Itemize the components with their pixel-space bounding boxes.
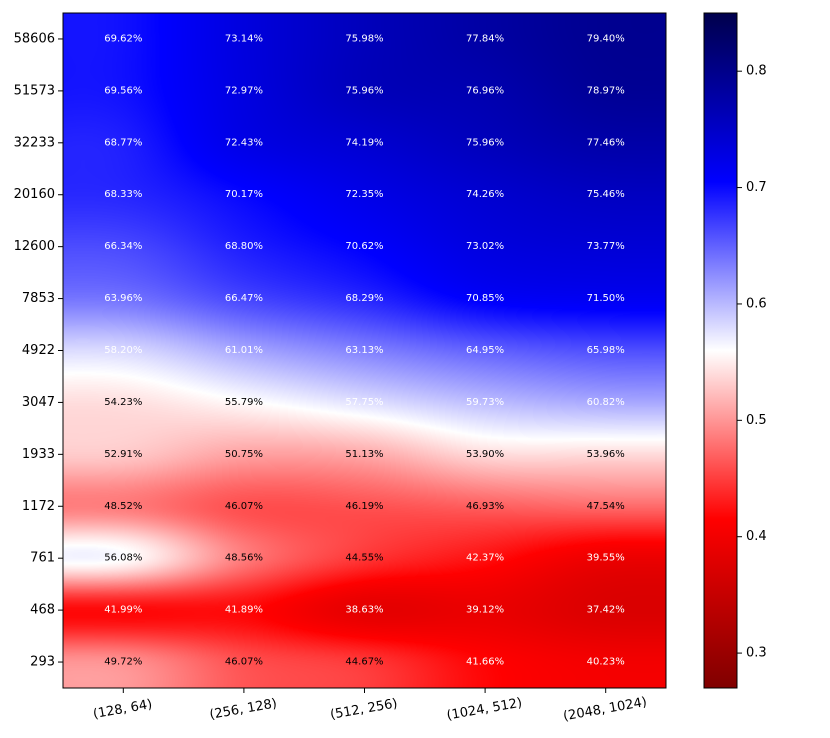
colorbar-tick-label: 0.5 [746,413,767,428]
cell-label: 51.13% [345,449,383,460]
cell-label: 74.19% [345,137,383,148]
cell-label: 77.84% [466,34,504,45]
y-tick-label: 468 [30,603,55,618]
cell-label: 54.23% [104,397,142,408]
colorbar-tick-label: 0.3 [746,646,767,661]
y-tick-label: 58606 [14,31,55,46]
cell-labels: 69.62% 73.14% 75.98% 77.84% 79.40% 69.56% 72.9… [104,34,625,668]
cell-label: 66.34% [104,241,142,252]
cell-label: 75.96% [466,137,504,148]
cell-label: 44.67% [345,657,383,668]
y-tick-label: 12600 [14,239,55,254]
cell-label: 75.96% [345,85,383,96]
cell-label: 38.63% [345,605,383,616]
colorbar-tick-label: 0.8 [746,64,767,79]
heatmap-surface [63,13,666,688]
colorbar-tick-label: 0.7 [746,180,767,195]
cell-label: 66.47% [225,293,263,304]
y-tick-label: 32233 [14,135,55,150]
y-tick-label: 293 [30,655,55,670]
cell-label: 72.97% [225,85,263,96]
cell-label: 70.85% [466,293,504,304]
cell-label: 46.07% [225,501,263,512]
cell-label: 73.77% [587,241,625,252]
cell-label: 49.72% [104,657,142,668]
cell-label: 71.50% [587,293,625,304]
colorbar: 0.3 0.4 0.5 0.6 0.7 0.8 [703,12,767,689]
plot-area: 69.62% 73.14% 75.98% 77.84% 79.40% 69.56% 72.9… [62,12,667,689]
cell-label: 75.98% [345,34,383,45]
y-tick-label: 51573 [14,83,55,98]
cell-label: 73.14% [225,34,263,45]
cell-label: 46.07% [225,657,263,668]
cell-label: 65.98% [587,345,625,356]
cell-label: 61.01% [225,345,263,356]
y-axis: 58606 51573 32233 20160 12600 7853 4922 3047 193… [14,31,63,670]
cell-label: 60.82% [587,397,625,408]
cell-label: 73.02% [466,241,504,252]
y-tick-label: 3047 [22,395,55,410]
cell-label: 53.96% [587,449,625,460]
y-tick-label: 4922 [22,343,55,358]
cell-label: 40.23% [587,657,625,668]
y-tick-label: 1933 [22,447,55,462]
cell-label: 76.96% [466,85,504,96]
cell-label: 72.43% [225,137,263,148]
cell-label: 52.91% [104,449,142,460]
cell-label: 57.75% [345,397,383,408]
cell-label: 58.20% [104,345,142,356]
cell-label: 69.62% [104,34,142,45]
cell-label: 42.37% [466,553,504,564]
cell-label: 79.40% [587,34,625,45]
cell-label: 59.73% [466,397,504,408]
colorbar-tick-label: 0.6 [746,296,767,311]
cell-label: 39.12% [466,605,504,616]
y-tick-label: 20160 [14,187,55,202]
colorbar-fill [704,13,737,688]
cell-label: 48.52% [104,501,142,512]
x-tick-label: (128, 64) [92,697,153,722]
cell-label: 63.96% [104,293,142,304]
colorbar-tick-label: 0.4 [746,529,767,544]
x-tick-label: (2048, 1024) [562,695,648,724]
cell-label: 74.26% [466,189,504,200]
cell-label: 37.42% [587,605,625,616]
colorbar-frame [703,12,738,689]
cell-label: 68.29% [345,293,383,304]
cell-label: 70.62% [345,241,383,252]
cell-label: 63.13% [345,345,383,356]
cell-label: 44.55% [345,553,383,564]
y-tick-label: 7853 [22,291,55,306]
cell-label: 77.46% [587,137,625,148]
colorbar-ticks: 0.3 0.4 0.5 0.6 0.7 0.8 [737,64,767,661]
cell-label: 39.55% [587,553,625,564]
cell-label: 78.97% [587,85,625,96]
cell-label: 70.17% [225,189,263,200]
cell-label: 68.80% [225,241,263,252]
cell-label: 72.35% [345,189,383,200]
cell-label: 41.66% [466,657,504,668]
cell-label: 41.99% [104,605,142,616]
cell-label: 50.75% [225,449,263,460]
cell-label: 68.33% [104,189,142,200]
cell-label: 68.77% [104,137,142,148]
x-tick-label: (256, 128) [208,696,278,723]
cell-label: 56.08% [104,553,142,564]
x-tick-label: (1024, 512) [446,696,524,724]
cell-label: 69.56% [104,85,142,96]
cell-label: 53.90% [466,449,504,460]
y-tick-label: 761 [30,551,55,566]
x-axis: (128, 64) (256, 128) (512, 256) (1024, 512)… [92,688,648,724]
cell-label: 41.89% [225,605,263,616]
cell-label: 47.54% [587,501,625,512]
y-tick-label: 1172 [22,499,55,514]
cell-label: 46.93% [466,501,504,512]
cell-label: 64.95% [466,345,504,356]
cell-label: 55.79% [225,397,263,408]
cell-label: 48.56% [225,553,263,564]
cell-label: 46.19% [345,501,383,512]
cell-label: 75.46% [587,189,625,200]
x-tick-label: (512, 256) [329,696,399,723]
